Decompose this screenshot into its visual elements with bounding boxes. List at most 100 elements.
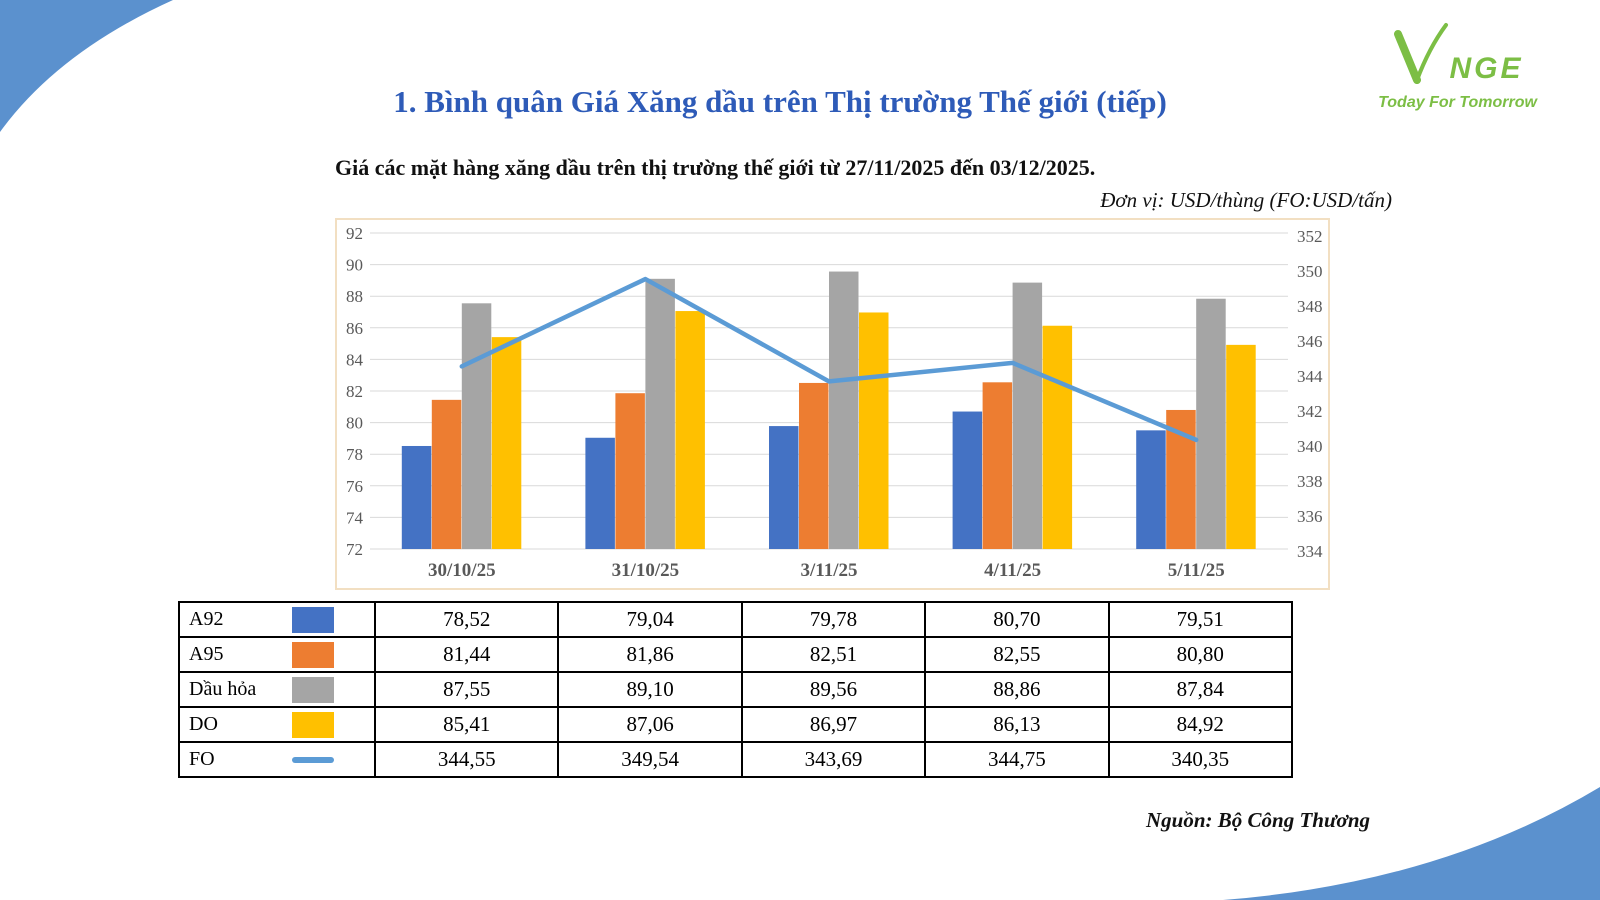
series-label-cell: FO [178, 741, 376, 778]
right-axis-tick-label: 334 [1297, 542, 1323, 561]
series-label: Dầu hỏa [189, 678, 257, 700]
series-label: DO [189, 713, 218, 735]
bar-Dầu hỏa [1012, 282, 1043, 549]
value-cell: 344,55 [373, 741, 560, 778]
value-cell: 89,56 [740, 671, 927, 708]
value-cell: 82,51 [740, 636, 927, 673]
table-row: A95 81,44 81,86 82,51 82,55 80,80 [178, 636, 1294, 673]
bar-DO [675, 311, 705, 549]
value-cell: 85,41 [373, 706, 560, 743]
value-cell: 80,80 [1107, 636, 1294, 673]
legend-swatch-line [292, 756, 334, 763]
source-label: Nguồn: Bộ Công Thương [1146, 808, 1370, 832]
bar-A92 [952, 411, 983, 549]
bar-Dầu hỏa [461, 303, 492, 549]
bar-A92 [769, 426, 799, 549]
left-axis-tick-label: 76 [346, 477, 363, 496]
right-axis-tick-label: 336 [1297, 507, 1323, 526]
category-label: 5/11/25 [1168, 560, 1225, 581]
series-label-cell: Dầu hỏa [178, 671, 376, 708]
value-cell: 349,54 [557, 741, 743, 778]
vnge-logo: NGE Today For Tomorrow [1370, 22, 1545, 112]
value-cell: 80,70 [924, 601, 1110, 638]
left-axis-tick-label: 82 [346, 382, 363, 401]
left-axis-tick-label: 78 [346, 445, 363, 464]
series-label-cell: A92 [178, 601, 376, 638]
legend-swatch-bar [292, 676, 334, 703]
value-cell: 87,55 [373, 671, 560, 708]
right-axis-tick-label: 340 [1297, 437, 1323, 456]
bar-A95 [982, 382, 1013, 549]
logo-text: NGE [1449, 52, 1524, 85]
value-cell: 79,78 [740, 601, 927, 638]
value-cell: 86,97 [740, 706, 927, 743]
bar-DO [859, 312, 889, 549]
left-axis-tick-label: 84 [346, 350, 364, 369]
series-label: FO [189, 748, 215, 770]
right-axis-tick-label: 348 [1297, 297, 1323, 316]
logo-tagline: Today For Tomorrow [1378, 94, 1537, 111]
right-axis-tick-label: 342 [1297, 402, 1323, 421]
left-axis-tick-label: 90 [346, 256, 363, 275]
bar-A95 [799, 382, 829, 549]
corner-decoration-bottom-right [1223, 787, 1600, 900]
right-axis-tick-label: 352 [1297, 227, 1323, 246]
bar-Dầu hỏa [1196, 298, 1226, 549]
series-label-cell: A95 [178, 636, 376, 673]
value-cell: 84,92 [1107, 706, 1294, 743]
table-row: Dầu hỏa 87,55 89,10 89,56 88,86 87,84 [178, 671, 1294, 708]
value-cell: 79,04 [557, 601, 743, 638]
series-label: A92 [189, 608, 224, 630]
table-row: FO 344,55 349,54 343,69 344,75 340,35 [178, 741, 1294, 778]
bar-Dầu hỏa [829, 271, 859, 549]
value-cell: 343,69 [740, 741, 927, 778]
left-axis-tick-label: 72 [346, 540, 363, 559]
value-cell: 81,86 [557, 636, 743, 673]
table-row: DO 85,41 87,06 86,97 86,13 84,92 [178, 706, 1294, 743]
bar-A95 [615, 393, 645, 549]
bar-A92 [401, 445, 432, 549]
value-cell: 86,13 [924, 706, 1110, 743]
bar-A92 [1136, 430, 1166, 549]
bar-A95 [431, 399, 462, 549]
value-cell: 87,84 [1107, 671, 1294, 708]
series-label: A95 [189, 643, 224, 665]
category-label: 3/11/25 [800, 560, 857, 581]
bar-Dầu hỏa [645, 278, 675, 549]
legend-swatch-bar [292, 711, 334, 738]
left-axis-tick-label: 86 [346, 319, 363, 338]
legend-swatch-bar [292, 641, 334, 668]
legend-swatch-bar [292, 606, 334, 633]
right-axis-tick-label: 350 [1297, 262, 1323, 281]
left-axis-tick-label: 80 [346, 414, 363, 433]
value-cell: 87,06 [557, 706, 743, 743]
right-axis-tick-label: 338 [1297, 472, 1323, 491]
left-axis-tick-label: 88 [346, 287, 363, 306]
series-label-cell: DO [178, 706, 376, 743]
price-table: A92 78,52 79,04 79,78 80,70 79,51 A95 81,44 81,8… [178, 601, 1294, 778]
category-label: 4/11/25 [984, 560, 1041, 581]
value-cell: 81,44 [373, 636, 560, 673]
table-row: A92 78,52 79,04 79,78 80,70 79,51 [178, 601, 1294, 638]
value-cell: 79,51 [1107, 601, 1294, 638]
bar-DO [491, 337, 522, 549]
price-chart: 92 90 88 86 84 82 80 78 76 74 72 352 350 348 346 344 342… [335, 218, 1330, 590]
value-cell: 78,52 [373, 601, 560, 638]
unit-label: Đơn vị: USD/thùng (FO:USD/tấn) [1100, 188, 1392, 212]
chart-canvas: 92 90 88 86 84 82 80 78 76 74 72 352 350 348 346 344 342… [346, 224, 1323, 581]
value-cell: 340,35 [1107, 741, 1294, 778]
bar-DO [1042, 325, 1073, 549]
category-label: 31/10/25 [612, 560, 680, 581]
left-axis-tick-label: 74 [346, 508, 364, 527]
logo-v-icon [1394, 23, 1449, 84]
right-axis-tick-label: 344 [1297, 367, 1323, 386]
left-axis-tick-label: 92 [346, 224, 363, 243]
value-cell: 88,86 [924, 671, 1110, 708]
line-FO [459, 276, 1199, 443]
value-cell: 344,75 [924, 741, 1110, 778]
value-cell: 89,10 [557, 671, 743, 708]
value-cell: 82,55 [924, 636, 1110, 673]
right-axis-tick-label: 346 [1297, 332, 1323, 351]
category-label: 30/10/25 [428, 560, 496, 581]
page-title: 1. Bình quân Giá Xăng dầu trên Thị trườn… [393, 84, 1167, 119]
